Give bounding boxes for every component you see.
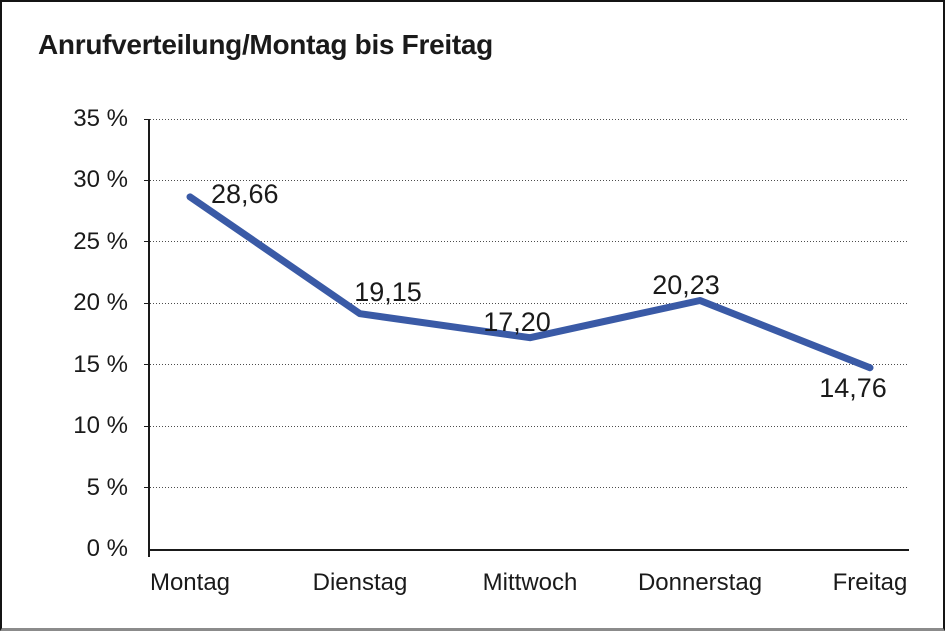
gridline-10pct: [150, 425, 909, 427]
y-axis-label-0pct: 0 %: [86, 535, 128, 562]
y-axis-tick-5pct: [144, 487, 148, 489]
y-axis-label-10pct: 10 %: [73, 412, 128, 440]
chart-title: Anrufverteilung/Montag bis Freitag: [38, 29, 493, 60]
value-label-freitag: 14,76: [819, 372, 887, 403]
y-axis-tick-30pct: [144, 179, 148, 181]
x-axis-label-freitag: Freitag: [832, 569, 908, 596]
y-axis-label-35pct: 35 %: [73, 105, 128, 132]
gridline-25pct: [150, 241, 909, 243]
y-axis-label-30pct: 30 %: [73, 166, 128, 194]
value-label-montag: 28,66: [211, 178, 279, 209]
y-axis-label-25pct: 25 %: [73, 227, 128, 255]
y-axis-label-20pct: 20 %: [73, 289, 128, 317]
value-label-mittwoch: 17,20: [483, 306, 551, 337]
x-axis-label-montag: Montag: [149, 569, 231, 596]
gridline-30pct: [150, 179, 909, 181]
y-axis-tick-20pct: [144, 302, 148, 304]
x-axis-label-dienstag: Dienstag: [312, 569, 408, 596]
y-axis-foot-tick: [148, 551, 150, 557]
y-axis-tick-15pct: [144, 364, 148, 366]
y-axis-label-15pct: 15 %: [73, 350, 128, 378]
y-axis-tick-25pct: [144, 241, 148, 243]
y-axis-tick-10pct: [144, 425, 148, 427]
x-axis-label-donnerstag: Donnerstag: [637, 569, 763, 596]
y-axis-tick-35pct: [144, 118, 148, 120]
gridline-15pct: [150, 364, 909, 366]
y-axis-label-5pct: 5 %: [86, 473, 128, 501]
gridline-5pct: [150, 487, 909, 489]
gridline-35pct: [150, 118, 909, 120]
value-label-donnerstag: 20,23: [652, 270, 720, 301]
x-axis-label-mittwoch: Mittwoch: [482, 569, 578, 596]
value-label-dienstag: 19,15: [354, 276, 422, 307]
gridline-20pct: [150, 302, 909, 304]
